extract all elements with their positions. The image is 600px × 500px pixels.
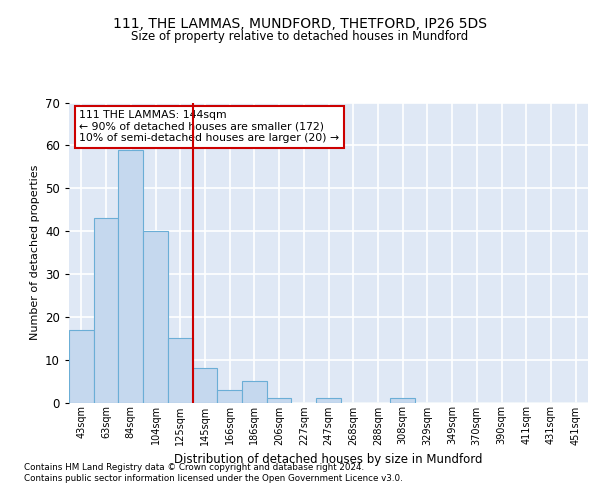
Bar (193, 368, 217, 402)
Bar (217, 390, 242, 402)
Text: Contains public sector information licensed under the Open Government Licence v3: Contains public sector information licen… (24, 474, 403, 483)
Bar (242, 381, 267, 402)
Text: 111 THE LAMMAS: 144sqm
← 90% of detached houses are smaller (172)
10% of semi-de: 111 THE LAMMAS: 144sqm ← 90% of detached… (79, 110, 340, 143)
Text: Contains HM Land Registry data © Crown copyright and database right 2024.: Contains HM Land Registry data © Crown c… (24, 462, 364, 471)
Text: Size of property relative to detached houses in Mundford: Size of property relative to detached ho… (131, 30, 469, 43)
Bar (118, 150, 143, 402)
Bar (143, 231, 168, 402)
Y-axis label: Number of detached properties: Number of detached properties (29, 165, 40, 340)
X-axis label: Distribution of detached houses by size in Mundford: Distribution of detached houses by size … (174, 453, 483, 466)
Bar (168, 338, 193, 402)
Bar (69, 330, 94, 402)
Bar (267, 398, 292, 402)
Bar (390, 398, 415, 402)
Bar (316, 398, 341, 402)
Text: 111, THE LAMMAS, MUNDFORD, THETFORD, IP26 5DS: 111, THE LAMMAS, MUNDFORD, THETFORD, IP2… (113, 18, 487, 32)
Bar (94, 218, 118, 402)
